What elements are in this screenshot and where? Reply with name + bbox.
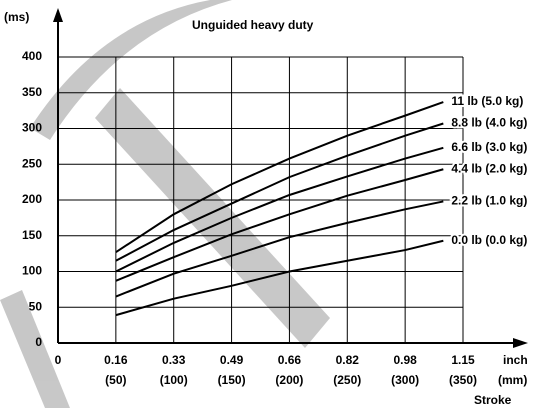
series-line [115, 200, 444, 298]
x-unit-mm: (mm) [498, 373, 527, 387]
y-tick-label: 300 [22, 121, 42, 135]
y-tick-label: 350 [22, 85, 42, 99]
series-label: 8.8 lb (4.0 kg) [451, 116, 527, 130]
x-tick-label: 0.66 [278, 353, 302, 367]
y-axis-label: (ms) [4, 10, 29, 24]
series-line [115, 122, 444, 262]
x-tick-label-mm: (50) [105, 373, 126, 387]
y-tick-label: 200 [22, 192, 42, 206]
series-label: 6.6 lb (3.0 kg) [451, 140, 527, 154]
watermark-band-low [0, 290, 70, 408]
x-tick-label: 0.98 [393, 353, 417, 367]
chart-title: Unguided heavy duty [192, 18, 314, 32]
x-tick-label: 0.82 [336, 353, 360, 367]
x-tick-label: 0.33 [162, 353, 186, 367]
y-tick-label: 50 [29, 299, 43, 313]
x-tick-label-mm: (250) [333, 373, 361, 387]
y-tick-label: 100 [22, 264, 42, 278]
series-label: 11 lb (5.0 kg) [451, 94, 523, 108]
x-tick-label-mm: (100) [160, 373, 188, 387]
watermark-band [95, 88, 330, 348]
watermark [0, 0, 330, 408]
y-tick-label: 0 [35, 335, 42, 349]
plot [115, 101, 444, 317]
x-axis-label: Stroke [474, 393, 512, 407]
x-tick-label-mm: (200) [275, 373, 303, 387]
x-tick-label: 0.49 [220, 353, 244, 367]
watermark-arc [30, 0, 232, 140]
x-tick-label: 0 [55, 353, 62, 367]
series-line [115, 146, 444, 273]
series-line [115, 239, 444, 317]
x-arrow [513, 338, 528, 348]
series-label: 2.2 lb (1.0 kg) [451, 194, 527, 208]
series-line [115, 101, 444, 254]
y-tick-label: 400 [22, 49, 42, 63]
series-label: 4.4 lb (2.0 kg) [451, 161, 527, 175]
x-tick-label-mm: (300) [391, 373, 419, 387]
y-tick-label: 150 [22, 228, 42, 242]
x-tick-label: 0.16 [104, 353, 128, 367]
series-label: 0.0 lb (0.0 kg) [451, 233, 527, 247]
x-tick-label-mm: (150) [218, 373, 246, 387]
x-unit-inch: inch [503, 353, 528, 367]
x-tick-label-mm: (350) [449, 373, 477, 387]
series-line [115, 168, 444, 282]
y-arrow [53, 8, 63, 22]
x-tick-label: 1.15 [451, 353, 475, 367]
y-tick-label: 250 [22, 156, 42, 170]
